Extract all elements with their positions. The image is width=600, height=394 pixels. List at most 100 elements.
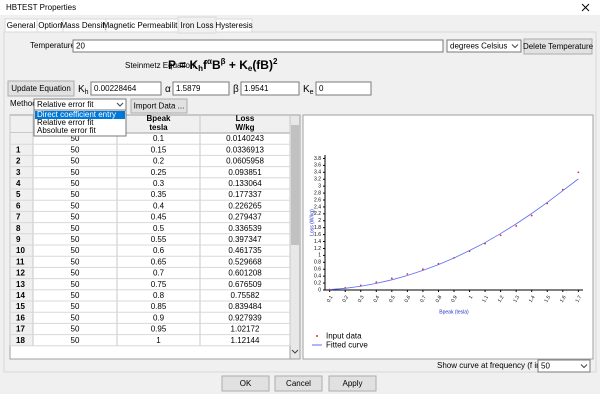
table-cell: 0.7 <box>153 269 165 278</box>
dialog-button[interactable]: Cancel <box>274 375 323 392</box>
close-button[interactable] <box>581 3 590 12</box>
ke-field[interactable]: 0 <box>315 81 372 96</box>
formula-part: h <box>198 64 203 73</box>
formula-part: e <box>248 64 253 73</box>
method-option[interactable]: Direct coefficient entry <box>35 110 125 119</box>
table-cell: 0.5 <box>153 224 165 233</box>
symbol: K <box>78 84 85 95</box>
tab[interactable]: Mass Density <box>60 18 109 33</box>
combo-arrow <box>511 44 519 49</box>
table-cell: 0.6 <box>153 246 165 255</box>
window-title: HBTEST Properties <box>6 3 76 12</box>
y-tick-label: 3 <box>318 183 321 189</box>
table-cell: 50 <box>71 190 80 199</box>
button-face <box>274 375 323 392</box>
column-header: Loss <box>236 114 255 123</box>
formula-part: 2 <box>273 57 278 66</box>
row-number: 5 <box>16 190 21 199</box>
table-cell: 0.25 <box>151 168 167 177</box>
dialog-button[interactable]: OK <box>221 375 270 392</box>
combo-box <box>446 39 522 53</box>
table-cell: 0.601208 <box>228 269 262 278</box>
temperature-unit[interactable]: degrees Celsius <box>446 39 522 53</box>
table-cell: 0.9 <box>153 313 165 322</box>
row-number: 4 <box>16 179 21 188</box>
table-cell: 50 <box>71 179 80 188</box>
combo-box <box>537 359 591 373</box>
kh-field[interactable]: 0.00228464 <box>90 81 162 96</box>
tab-label: Hysteresis <box>215 21 252 30</box>
row-number: 10 <box>16 246 25 255</box>
formula-part: B <box>212 58 221 72</box>
delete-temperature-button[interactable]: Delete Temperature <box>523 38 594 55</box>
method-option[interactable]: Relative error fit <box>37 118 94 127</box>
button-label: Import Data ... <box>134 102 185 111</box>
row-number: 17 <box>16 325 25 334</box>
temperature-label: Temperature: <box>30 41 77 50</box>
tab[interactable]: Option <box>36 18 64 33</box>
update-equation-button[interactable]: Update Equation <box>7 80 75 97</box>
symbol: α <box>165 84 171 95</box>
field-box <box>72 39 444 53</box>
table-cell: 0.397347 <box>228 235 262 244</box>
row-number: 9 <box>16 235 21 244</box>
dialog-button[interactable]: Apply <box>328 375 377 392</box>
y-tick-label: 3.4 <box>314 170 321 176</box>
table-cell: 0.85 <box>151 302 167 311</box>
row-number: 14 <box>16 291 25 300</box>
table-cell: 50 <box>71 246 80 255</box>
table-cell: 50 <box>71 336 80 345</box>
field-value: 0 <box>319 84 324 93</box>
tab[interactable]: Magnetic Permeability <box>103 18 182 33</box>
tab-label: Iron Loss <box>181 21 214 30</box>
field-box <box>315 81 372 96</box>
y-tick-label: 1.8 <box>314 225 321 231</box>
data-point <box>390 277 393 280</box>
row-number: 11 <box>16 257 25 266</box>
beta-field[interactable]: 1.9541 <box>240 81 300 96</box>
x-tick-label: 1.4 <box>528 294 537 303</box>
scroll-thumb <box>291 125 299 245</box>
column-unit: tesla <box>149 123 168 132</box>
button-label: OK <box>240 379 252 388</box>
method-label: Method: <box>10 99 39 108</box>
field-box <box>240 81 300 96</box>
table-cell: 0.226265 <box>228 201 262 210</box>
tab[interactable]: Hysteresis <box>215 18 253 33</box>
table-cell: 0.0336913 <box>226 145 264 154</box>
data-point <box>375 281 378 284</box>
x-tick-label: 1.1 <box>481 294 490 303</box>
table-cell: 0.336539 <box>228 224 262 233</box>
y-tick-label: 2.6 <box>314 197 321 203</box>
formula-part: f <box>203 58 208 72</box>
row-number: 15 <box>16 302 25 311</box>
data-point <box>530 214 533 217</box>
table-cell: 50 <box>71 302 80 311</box>
alpha-field[interactable]: 1.5879 <box>172 81 230 96</box>
data-point <box>406 273 409 275</box>
table-cell: 1 <box>156 336 161 345</box>
tab[interactable]: Iron Loss <box>177 16 217 34</box>
y-tick-label: 2 <box>318 218 321 224</box>
button-face <box>523 38 593 55</box>
button-label: Cancel <box>286 379 311 388</box>
table-cell: 0.1 <box>153 134 165 143</box>
button-face <box>130 98 188 114</box>
tab[interactable]: General <box>4 18 38 33</box>
frequency-dropdown[interactable]: 50 <box>537 359 591 373</box>
method-option[interactable]: Absolute error fit <box>37 126 96 135</box>
table-cell: 50 <box>71 280 80 289</box>
table-cell: 50 <box>71 201 80 210</box>
button-label: Apply <box>342 379 362 388</box>
y-tick-label: 2.2 <box>314 211 321 217</box>
import-data-button[interactable]: Import Data ... <box>130 98 188 114</box>
coefficient-symbol: Ke <box>303 84 314 96</box>
field-value: 0.00228464 <box>94 84 137 93</box>
method-dropdown[interactable]: Relative error fit <box>33 98 127 111</box>
legend-swatch <box>316 335 318 337</box>
x-tick-label: 0.7 <box>419 294 428 303</box>
temperature-field[interactable]: 20 <box>72 39 444 53</box>
tab-label: General <box>7 21 36 30</box>
